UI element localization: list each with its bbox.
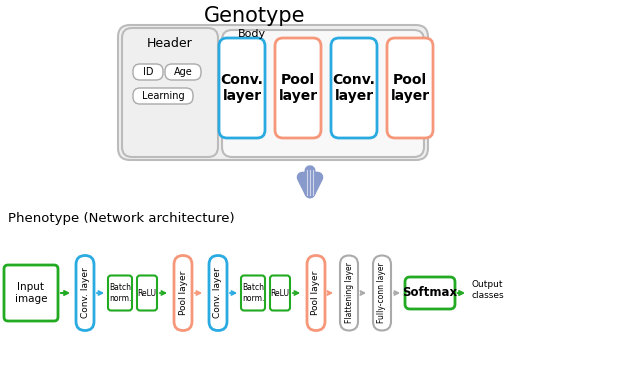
- FancyBboxPatch shape: [4, 265, 58, 321]
- FancyBboxPatch shape: [174, 256, 192, 330]
- Text: Pool
layer: Pool layer: [278, 73, 317, 103]
- Text: Flattening layer: Flattening layer: [344, 263, 353, 323]
- FancyBboxPatch shape: [122, 28, 218, 157]
- FancyBboxPatch shape: [387, 38, 433, 138]
- FancyBboxPatch shape: [340, 256, 358, 330]
- Text: Output
classes: Output classes: [471, 280, 504, 300]
- Text: Learning: Learning: [141, 91, 184, 101]
- FancyBboxPatch shape: [165, 64, 201, 80]
- FancyBboxPatch shape: [405, 277, 455, 309]
- Text: Genotype: Genotype: [204, 6, 306, 26]
- Text: Conv.
layer: Conv. layer: [221, 73, 264, 103]
- Text: Pool layer: Pool layer: [312, 271, 321, 315]
- FancyBboxPatch shape: [133, 88, 193, 104]
- FancyBboxPatch shape: [137, 276, 157, 310]
- FancyBboxPatch shape: [275, 38, 321, 138]
- Text: Pool layer: Pool layer: [179, 271, 188, 315]
- FancyBboxPatch shape: [219, 38, 265, 138]
- Text: Softmax: Softmax: [403, 287, 458, 299]
- Text: Phenotype (Network architecture): Phenotype (Network architecture): [8, 212, 235, 225]
- Text: ID: ID: [143, 67, 153, 77]
- Text: Input
image: Input image: [15, 282, 47, 304]
- Text: Batch
norm.: Batch norm.: [109, 283, 131, 303]
- Text: Age: Age: [173, 67, 193, 77]
- FancyBboxPatch shape: [133, 64, 163, 80]
- FancyBboxPatch shape: [241, 276, 265, 310]
- Text: Header: Header: [147, 36, 193, 49]
- Text: Pool
layer: Pool layer: [390, 73, 429, 103]
- Text: Batch
norm.: Batch norm.: [242, 283, 264, 303]
- FancyBboxPatch shape: [209, 256, 227, 330]
- FancyBboxPatch shape: [270, 276, 290, 310]
- Text: Conv.
layer: Conv. layer: [333, 73, 376, 103]
- FancyBboxPatch shape: [118, 25, 428, 160]
- FancyBboxPatch shape: [307, 256, 325, 330]
- FancyBboxPatch shape: [222, 30, 424, 157]
- Text: Fully-conn layer: Fully-conn layer: [378, 263, 387, 323]
- FancyBboxPatch shape: [108, 276, 132, 310]
- FancyBboxPatch shape: [331, 38, 377, 138]
- FancyBboxPatch shape: [76, 256, 94, 330]
- Text: Body: Body: [238, 29, 266, 39]
- Text: Conv. layer: Conv. layer: [81, 268, 90, 318]
- Text: ReLU: ReLU: [271, 289, 289, 298]
- Text: Conv. layer: Conv. layer: [214, 268, 223, 318]
- Text: ReLU: ReLU: [138, 289, 157, 298]
- FancyBboxPatch shape: [373, 256, 391, 330]
